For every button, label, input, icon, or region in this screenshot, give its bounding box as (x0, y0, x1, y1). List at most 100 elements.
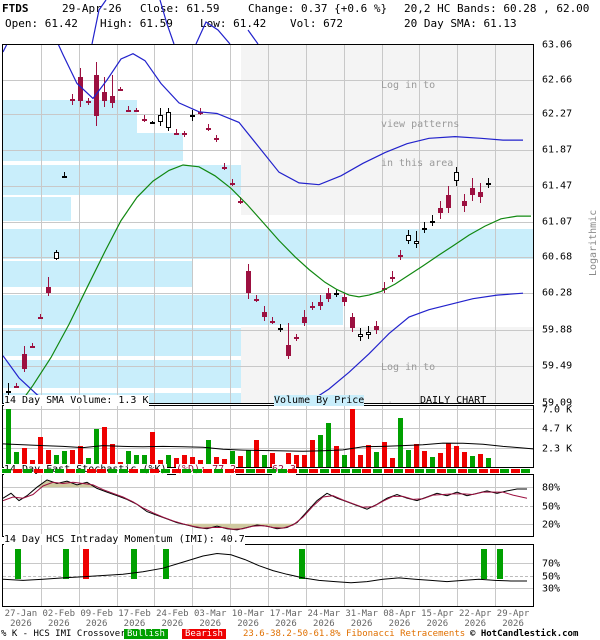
candle-body (302, 317, 307, 323)
volume-panel[interactable] (2, 405, 534, 468)
x-axis-label: 08-Apr 2026 (378, 609, 422, 629)
stochastic-plot-area[interactable] (3, 475, 533, 536)
price-gridline-v (344, 45, 345, 403)
imi-plot-area[interactable] (3, 545, 533, 606)
imi-signal-bar (83, 549, 89, 579)
x-axis-date: 29-Apr (496, 609, 530, 619)
x-axis-year: 2026 (350, 619, 373, 629)
crossover-tick (320, 469, 329, 473)
candle-body (350, 317, 355, 329)
volume-plot-area[interactable] (3, 406, 533, 467)
volume-bar (430, 457, 435, 467)
x-axis-date: 09-Feb (80, 609, 113, 619)
price-tick-label: 62.27 (542, 108, 573, 120)
crossover-tick (161, 469, 170, 473)
low-label: Low: 61.42 (200, 17, 267, 30)
price-gridline-v (306, 45, 307, 403)
crossover-tick (489, 469, 499, 473)
price-gridline-v (117, 45, 118, 403)
login-overlay-bottom[interactable]: Log in to view patterns in this area (381, 335, 459, 403)
candle-body (486, 182, 491, 185)
x-axis-date: 10-Mar (231, 609, 265, 619)
volume-bar (470, 456, 475, 467)
price-gridline-v (230, 45, 231, 403)
volume-bar (486, 457, 491, 467)
imi-signal-bar (481, 549, 487, 579)
open-label: Open: 61.42 (5, 17, 78, 30)
x-axis-label: 27-Jan 2026 (0, 609, 43, 629)
crossover-tick (203, 469, 213, 473)
candle-body (398, 254, 403, 257)
crossover-tick (373, 469, 382, 473)
crossover-tick (23, 469, 33, 473)
candle-body (462, 200, 467, 207)
volume-gridline-v (382, 406, 383, 467)
volume-bar (166, 454, 171, 467)
candle-body (46, 286, 51, 294)
volume-bar (358, 455, 363, 467)
crossover-tick (447, 469, 457, 473)
candle-body (334, 293, 339, 296)
volume-bar (174, 457, 179, 467)
imi-y-axis: 70% 50% 30% (538, 544, 600, 607)
volume-gridline-v (419, 406, 420, 467)
imi-gridline-30 (3, 588, 533, 589)
price-tick-label: 60.28 (542, 287, 573, 299)
crossover-tick (404, 469, 414, 473)
fibonacci-legend: 23.6-38.2-50-61.8% Fibonacci Retracement… (243, 629, 466, 639)
x-axis-year: 2026 (161, 619, 184, 629)
candle-body (38, 317, 43, 320)
scale-type-label: Logarithmic (588, 209, 599, 276)
volume-bar (246, 449, 251, 467)
candle-body (158, 115, 163, 123)
volume-by-price-bar (3, 133, 183, 161)
sma-legend: 20 Day SMA: 61.13 (404, 17, 517, 30)
crossover-tick (500, 469, 510, 473)
imi-signal-bar (299, 549, 305, 579)
crossover-tick (12, 469, 22, 473)
volume-bar (270, 453, 275, 467)
stochastic-panel[interactable] (2, 474, 534, 537)
candle-body (278, 328, 283, 331)
crossover-tick (277, 469, 287, 473)
candle-body (414, 240, 419, 245)
price-gridline-v (192, 45, 193, 403)
volume-bar (262, 454, 267, 467)
imi-panel[interactable] (2, 544, 534, 607)
crossover-tick (86, 469, 96, 473)
x-axis-year: 2026 (388, 619, 411, 629)
x-axis-year: 2026 (47, 619, 70, 629)
candle-body (422, 227, 427, 230)
login-overlay-top[interactable]: Log in to view patterns in this area (381, 53, 459, 196)
volume-bar (478, 453, 483, 467)
price-plot-area[interactable] (3, 45, 533, 403)
volume-bar (462, 452, 467, 467)
volume-bar (438, 453, 443, 467)
volume-panel-title: 14 Day SMA Volume: 1.3 K (4, 395, 149, 406)
login-overlay-line1: Log in to (381, 80, 436, 91)
x-axis-date: 02-Feb (42, 609, 76, 619)
candle-body (238, 200, 243, 203)
candle-body (326, 293, 331, 299)
candle-body (254, 298, 259, 301)
x-axis-date: 17-Feb (118, 609, 151, 619)
price-tick-label: 61.07 (542, 216, 573, 228)
crossover-tick (245, 469, 255, 473)
volume-by-price-bar (3, 295, 343, 325)
candle-body (134, 109, 139, 112)
crossover-tick (256, 469, 266, 473)
login-overlay-line2: view patterns (381, 119, 460, 130)
candle-body (406, 235, 411, 241)
imi-signal-bar (163, 549, 169, 579)
volume-bar (70, 449, 75, 467)
candle-body (390, 276, 395, 279)
candle-body (246, 271, 251, 294)
crossover-tick (298, 469, 308, 473)
stoch-tick-label: 50% (542, 501, 561, 512)
price-panel[interactable]: Log in to view patterns in this area Log… (2, 44, 534, 404)
x-axis-label: 10-Mar 2026 (226, 609, 270, 629)
candle-wick (112, 74, 113, 109)
volume-gridline-v (79, 406, 80, 467)
volume-bar (30, 459, 35, 467)
